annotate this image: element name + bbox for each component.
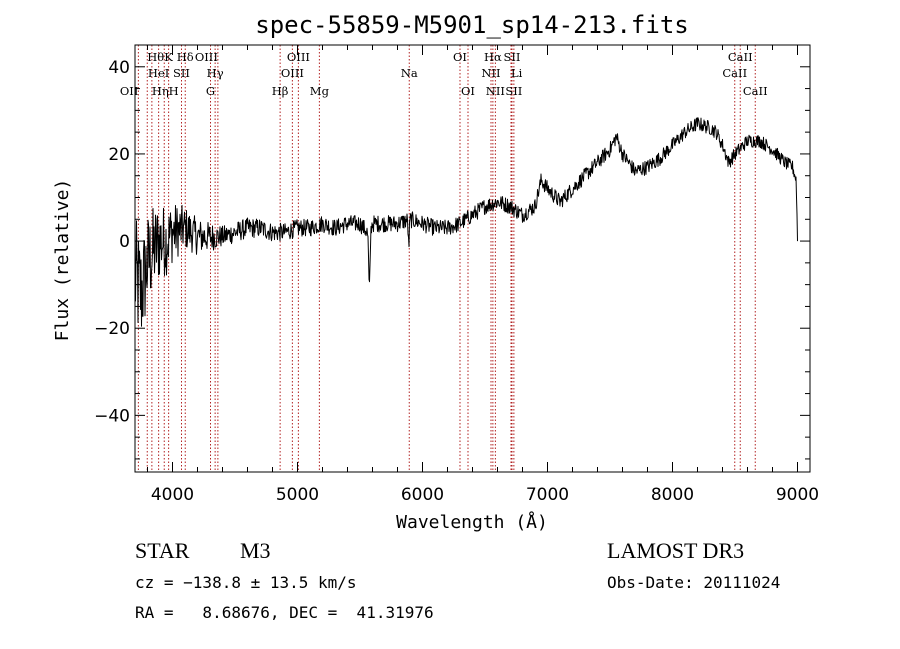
line-label-16: OI: [453, 50, 467, 64]
x-tick-label-4: 8000: [651, 485, 694, 505]
line-label-24: CaII: [722, 66, 747, 80]
spectral-line-markers: [137, 45, 756, 472]
line-label-9: Hγ: [207, 66, 224, 80]
sky-coordinates: RA = 8.68676, DEC = 41.31976: [135, 603, 434, 622]
line-label-22: SII: [504, 50, 521, 64]
line-label-0: OII: [120, 84, 139, 98]
line-label-25: CaII: [728, 50, 753, 64]
x-tick-label-1: 5000: [276, 485, 319, 505]
line-label-19: Hα: [484, 50, 502, 64]
line-label-3: HeI: [148, 66, 169, 80]
x-tick-label-5: 9000: [776, 485, 819, 505]
line-label-10: OIII: [195, 50, 218, 64]
y-tick-label-0: −40: [94, 406, 130, 426]
observation-date: Obs-Date: 20111024: [607, 573, 781, 592]
y-tick-label-2: 0: [119, 232, 130, 252]
line-label-5: H: [169, 84, 179, 98]
line-label-6: SII: [173, 66, 190, 80]
spectral-line-labels: OII Hθ Hη HeI K H SII Hδ G Hγ OIII Hβ OIII OIII Mg Na OI…: [120, 50, 768, 98]
x-tick-label-3: 7000: [526, 485, 569, 505]
x-tick-label-0: 4000: [151, 485, 194, 505]
plot-frame: [134, 44, 811, 473]
line-label-23: SII: [505, 84, 522, 98]
y-tick-label-3: 20: [108, 145, 130, 165]
x-tick-label-2: 6000: [401, 485, 444, 505]
line-label-14: Mg: [310, 84, 330, 98]
y-axis-ticks: −40 −20 0 20 40: [94, 58, 810, 460]
line-label-26: CaII: [743, 84, 768, 98]
x-axis-label: Wavelength (Å): [396, 511, 548, 533]
line-label-15: Na: [401, 66, 418, 80]
line-label-12: OIII: [281, 66, 304, 80]
line-label-4: K: [164, 50, 173, 64]
redshift-velocity: cz = −138.8 ± 13.5 km/s: [135, 573, 357, 592]
y-tick-label-4: 40: [108, 58, 130, 78]
line-label-13: OIII: [287, 50, 310, 64]
line-label-8: G: [206, 84, 215, 98]
spectrum-line: [134, 117, 798, 327]
chart-title: spec-55859-M5901_sp14-213.fits: [255, 11, 688, 39]
line-label-11: Hβ: [272, 84, 289, 98]
line-label-18: NII: [481, 66, 500, 80]
line-label-21: Li: [511, 66, 523, 80]
x-axis-ticks: 4000 5000 6000 7000 8000 9000: [147, 45, 819, 505]
line-label-20: NII: [486, 84, 505, 98]
y-axis-label: Flux (relative): [52, 179, 73, 342]
object-class: STAR: [135, 538, 190, 563]
line-label-1: Hθ: [147, 50, 164, 64]
survey-name: LAMOST DR3: [607, 538, 745, 563]
line-label-2: Hη: [152, 84, 169, 98]
line-label-7: Hδ: [177, 50, 194, 64]
y-tick-label-1: −20: [94, 319, 130, 339]
subclass: M3: [240, 538, 271, 563]
line-label-17: OI: [461, 84, 475, 98]
